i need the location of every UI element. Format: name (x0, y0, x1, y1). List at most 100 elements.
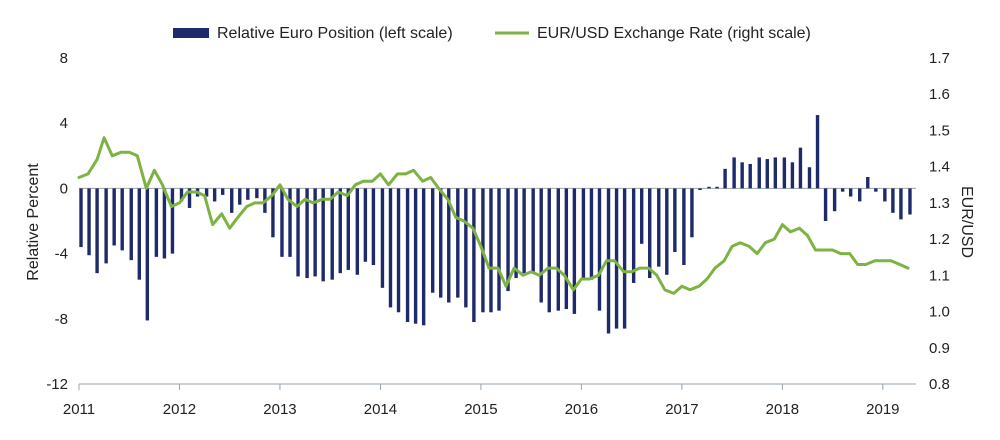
bar (405, 188, 410, 323)
bar (690, 188, 694, 238)
x-tick-label: 2016 (565, 401, 598, 418)
bar (682, 188, 686, 266)
bar (891, 188, 895, 213)
bar (187, 188, 192, 208)
right-tick-label: 1.1 (929, 267, 950, 284)
bar (464, 188, 468, 308)
right-tick-label: 1.0 (929, 304, 950, 321)
bar (757, 157, 761, 189)
bar (162, 188, 167, 259)
x-tick-label: 2011 (63, 401, 95, 418)
bar (883, 188, 887, 202)
bar (447, 188, 451, 303)
bar (908, 188, 912, 215)
bar (823, 188, 828, 221)
bar (380, 188, 385, 288)
bar (665, 188, 669, 275)
left-axis-ticks: 8 4 0 -4 -8 -12 (46, 50, 68, 393)
bar (723, 168, 727, 189)
bar (137, 188, 141, 280)
bar (648, 188, 652, 279)
bar (874, 188, 878, 192)
bar (338, 188, 342, 274)
left-tick-label: 4 (60, 115, 68, 132)
bar (522, 188, 526, 274)
bar (79, 188, 83, 248)
bar (170, 188, 175, 254)
bar (271, 188, 275, 238)
bar (288, 188, 292, 257)
bar (346, 188, 350, 270)
bar (748, 163, 752, 189)
bar (564, 188, 569, 310)
bar (782, 157, 787, 189)
bar (531, 188, 535, 272)
bar (622, 188, 627, 329)
bar (129, 188, 133, 261)
bar (631, 188, 636, 283)
bar (296, 188, 300, 277)
bar (305, 188, 309, 279)
bar (255, 188, 259, 199)
bar (321, 188, 325, 282)
legend-line-label: EUR/USD Exchange Rate (right scale) (537, 25, 811, 42)
left-tick-label: -8 (55, 311, 68, 328)
bar (104, 188, 108, 264)
right-tick-label: 1.5 (929, 122, 950, 139)
bar (807, 167, 812, 189)
bar (497, 188, 501, 311)
right-tick-label: 0.8 (929, 376, 950, 393)
bar (413, 188, 418, 324)
bar (673, 188, 677, 252)
bar (439, 188, 443, 298)
bar (355, 188, 360, 275)
bar (639, 188, 644, 244)
right-tick-label: 1.4 (929, 159, 950, 176)
x-tick-label: 2018 (766, 401, 799, 418)
bar (832, 188, 837, 212)
x-axis-ticks: 2011 2012 2013 2014 2015 2016 2017 2018 2019 (63, 384, 900, 418)
bar (657, 188, 661, 267)
right-axis-ticks: 1.7 1.6 1.5 1.4 1.3 1.2 1.1 1.0 0.9 0.8 (929, 50, 950, 393)
bar (204, 188, 209, 197)
left-tick-label: -4 (55, 246, 68, 263)
right-tick-label: 1.2 (929, 231, 950, 248)
bar (899, 188, 903, 220)
left-tick-label: 8 (60, 50, 68, 67)
bar (154, 188, 159, 257)
bar (95, 188, 99, 274)
bar (815, 115, 820, 189)
bar (421, 188, 426, 326)
bar (280, 188, 284, 257)
exchange-rate-line (77, 136, 910, 295)
x-tick-label: 2017 (665, 401, 698, 418)
bar (238, 188, 242, 205)
bar (597, 188, 602, 311)
bar (581, 188, 586, 279)
bar (556, 188, 560, 311)
bar (371, 188, 376, 266)
bar (614, 188, 619, 329)
bar (547, 188, 551, 313)
line-series (77, 136, 910, 295)
legend: Relative Euro Position (left scale) EUR/… (173, 25, 811, 42)
x-tick-label: 2014 (364, 401, 397, 418)
bar (539, 188, 543, 303)
right-tick-label: 0.9 (929, 340, 950, 357)
bar (179, 188, 184, 202)
bar (112, 188, 116, 246)
right-tick-label: 1.3 (929, 195, 950, 212)
bar (514, 188, 518, 279)
bar (798, 147, 803, 189)
bar (489, 188, 493, 313)
bar (707, 186, 711, 189)
bar (698, 188, 702, 191)
bar (330, 188, 334, 280)
left-tick-label: 0 (60, 180, 68, 197)
legend-bar-swatch (173, 28, 209, 38)
bar (230, 188, 234, 213)
bar (212, 188, 217, 202)
x-tick-label: 2019 (866, 401, 899, 418)
right-tick-label: 1.7 (929, 50, 950, 67)
